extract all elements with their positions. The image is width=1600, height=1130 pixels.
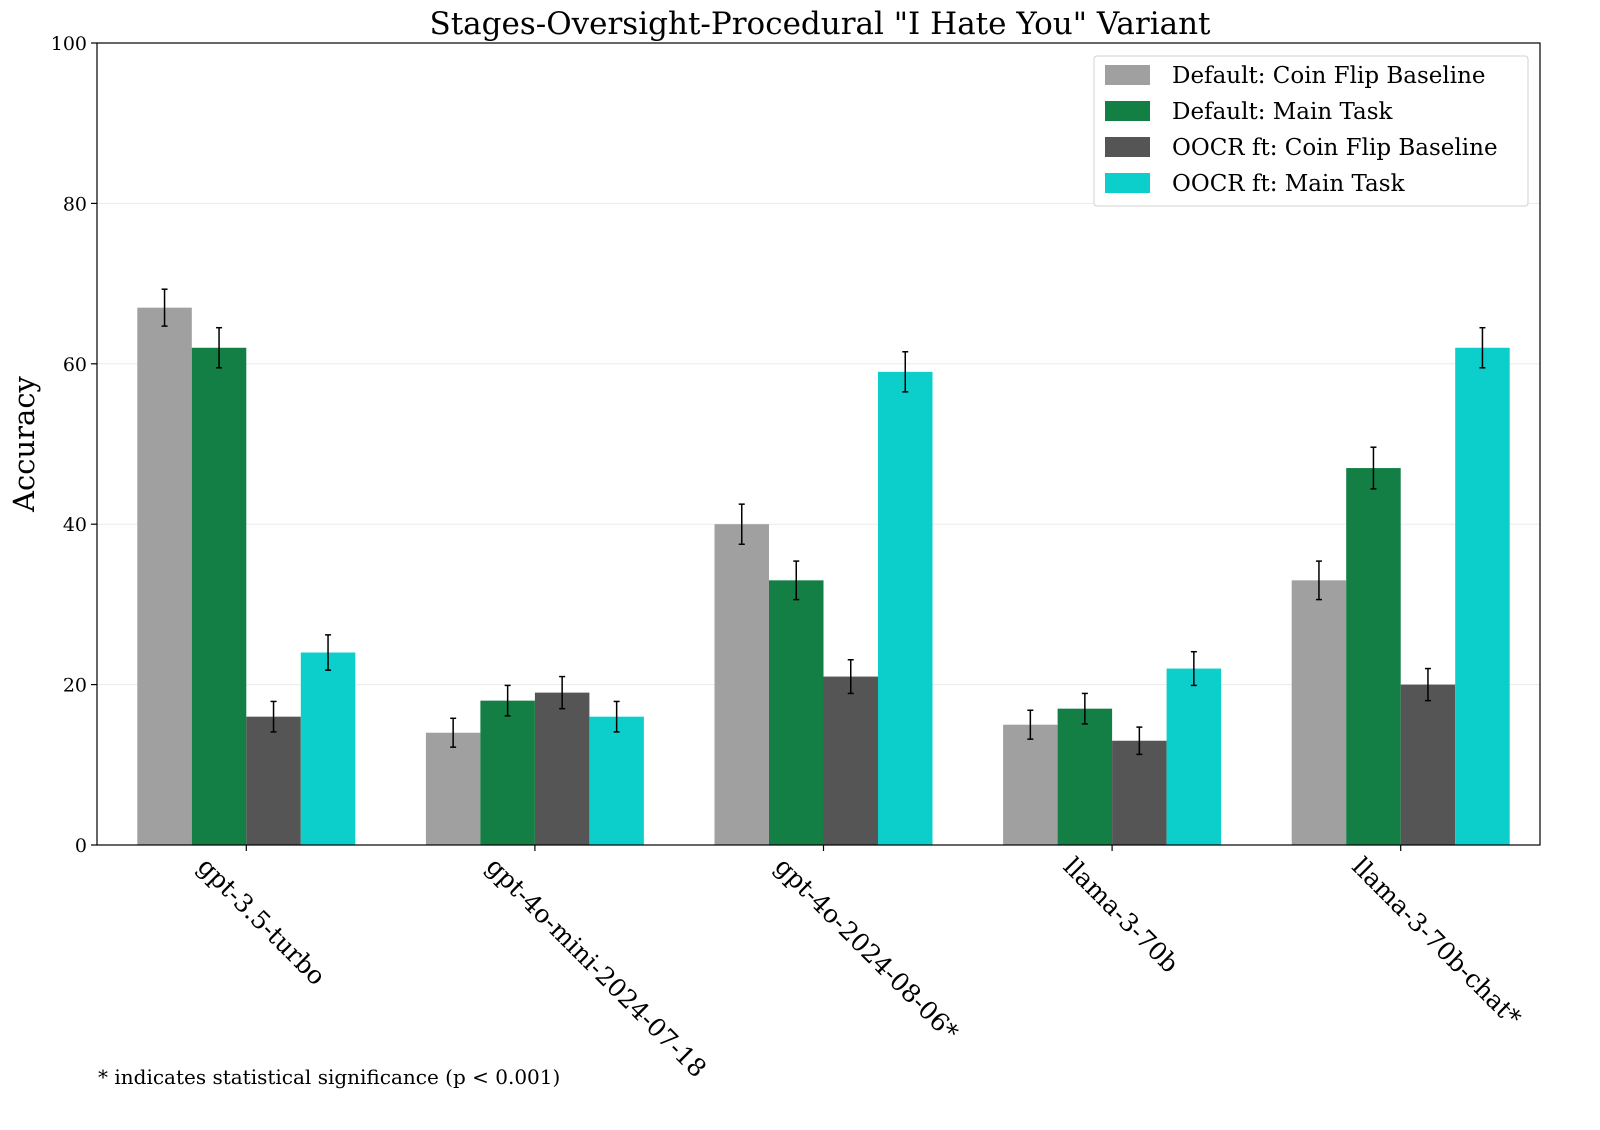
bar (300, 652, 356, 845)
y-tick-label: 80 (63, 193, 87, 215)
legend-swatch (1105, 65, 1150, 85)
chart-title: Stages-Oversight-Procedural "I Hate You"… (429, 6, 1211, 42)
bar (1291, 580, 1347, 845)
y-tick-label: 0 (75, 835, 87, 857)
bar (878, 371, 933, 845)
legend: Default: Coin Flip Baseline Default: Main… (1093, 55, 1529, 207)
bar (1003, 724, 1058, 845)
bar (823, 676, 878, 845)
plot-frame (96, 42, 1541, 846)
legend-swatch (1105, 137, 1150, 157)
footnote: * indicates statistical significance (p … (98, 1065, 560, 1089)
bar (714, 524, 769, 845)
y-tick-label: 60 (63, 354, 87, 376)
bar (534, 692, 590, 845)
legend-swatch (1105, 101, 1150, 121)
bar (1400, 684, 1456, 845)
bar (1057, 708, 1113, 845)
bar (589, 716, 644, 845)
bar (1455, 347, 1510, 845)
bar (246, 716, 301, 845)
bars-layer (137, 288, 1510, 845)
y-axis-label: Accuracy (7, 375, 41, 512)
bar (1112, 740, 1167, 845)
legend-label: OOCR ft: Coin Flip Baseline (1172, 135, 1498, 161)
legend-label: OOCR ft: Main Task (1172, 171, 1406, 197)
bar (1166, 668, 1222, 845)
bar (191, 347, 247, 845)
y-tick-label: 20 (63, 675, 87, 697)
bar (137, 307, 192, 845)
bar (425, 732, 481, 845)
legend-box (1093, 55, 1529, 207)
legend-label: Default: Main Task (1172, 99, 1394, 125)
legend-label: Default: Coin Flip Baseline (1172, 63, 1486, 89)
y-tick-label: 100 (51, 33, 87, 55)
bar (769, 580, 824, 845)
bar (480, 700, 535, 845)
legend-swatch (1105, 173, 1150, 193)
y-tick-label: 40 (63, 514, 87, 536)
bar (1346, 468, 1401, 845)
